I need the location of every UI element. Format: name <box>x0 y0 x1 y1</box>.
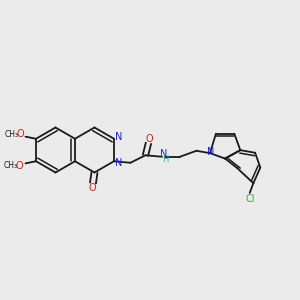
Text: O: O <box>145 134 153 144</box>
Text: O: O <box>16 161 23 171</box>
Text: N: N <box>115 158 122 168</box>
Text: Cl: Cl <box>245 194 254 204</box>
Text: H: H <box>162 155 169 164</box>
Text: O: O <box>88 183 96 194</box>
Text: CH₃: CH₃ <box>4 161 18 170</box>
Text: N: N <box>115 132 122 142</box>
Text: N: N <box>160 149 167 159</box>
Text: O: O <box>16 129 24 139</box>
Text: N: N <box>207 147 214 157</box>
Text: CH₃: CH₃ <box>5 130 19 139</box>
